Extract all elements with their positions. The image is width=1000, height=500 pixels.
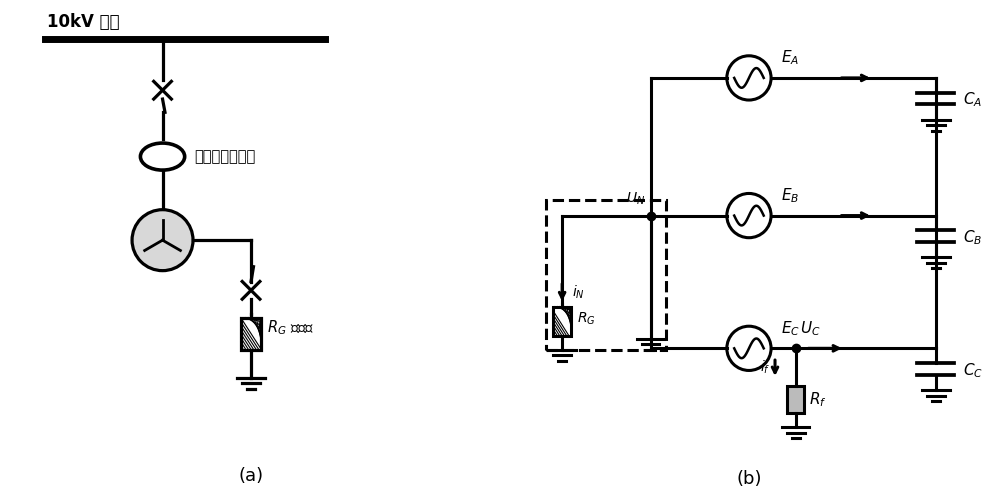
Bar: [546, 200, 666, 350]
Text: (b): (b): [736, 470, 762, 488]
Bar: [787, 386, 804, 413]
Text: $\boldsymbol{U_C}$: $\boldsymbol{U_C}$: [800, 319, 820, 338]
Text: $\boldsymbol{E_A}$: $\boldsymbol{E_A}$: [781, 48, 799, 67]
Text: 10kV 母线: 10kV 母线: [47, 13, 120, 31]
Circle shape: [132, 210, 193, 270]
Bar: [553, 306, 571, 336]
Text: $R_f$: $R_f$: [809, 390, 827, 409]
Text: (a): (a): [238, 467, 264, 485]
Bar: [241, 318, 261, 350]
Text: $C_A$: $C_A$: [963, 90, 982, 110]
Text: $i_f$: $i_f$: [760, 358, 770, 376]
Text: $\boldsymbol{E_B}$: $\boldsymbol{E_B}$: [781, 186, 799, 205]
Text: $\boldsymbol{U_N}$: $\boldsymbol{U_N}$: [626, 190, 645, 206]
Text: $R_G$: $R_G$: [577, 310, 596, 327]
Text: $R_G$ 小电阻: $R_G$ 小电阻: [267, 318, 314, 337]
Text: $i_N$: $i_N$: [572, 284, 585, 301]
Text: $C_C$: $C_C$: [963, 361, 983, 380]
Text: 零序电流互感器: 零序电流互感器: [195, 149, 256, 164]
Text: $\boldsymbol{E_C}$: $\boldsymbol{E_C}$: [781, 319, 800, 338]
Text: $C_B$: $C_B$: [963, 228, 982, 247]
